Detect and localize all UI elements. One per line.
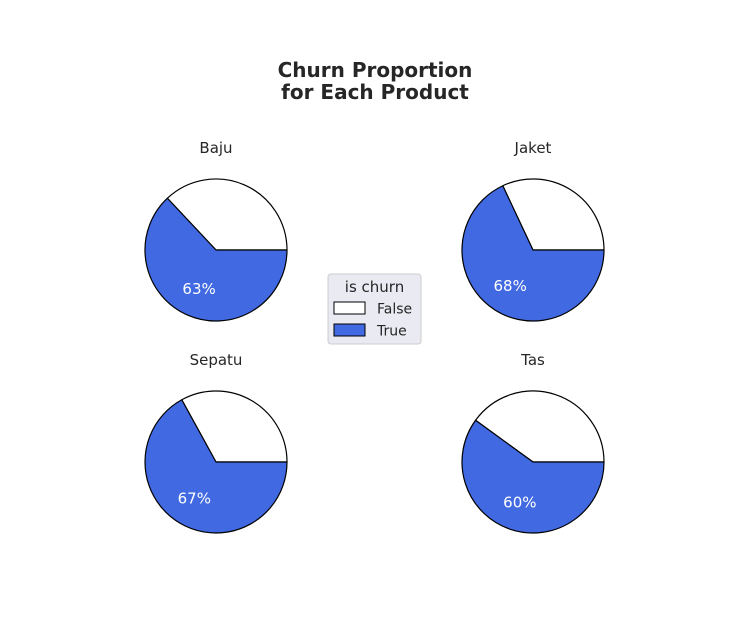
- slice-false: [474, 390, 605, 463]
- slice-label-true: 68%: [494, 277, 527, 295]
- slice-false: [502, 178, 605, 251]
- slice-false: [181, 390, 288, 463]
- pie-sepatu: Sepatu 67%: [144, 351, 288, 534]
- pie-title: Sepatu: [190, 351, 243, 369]
- slice-label-true: 60%: [503, 494, 536, 512]
- pie-baju: Baju 63%: [144, 139, 288, 322]
- slice-label-true: 67%: [178, 490, 211, 508]
- slice-true: [461, 419, 605, 534]
- slice-true: [461, 185, 605, 322]
- pie-tas: Tas 60%: [461, 351, 605, 534]
- pie-jaket: Jaket 68%: [461, 139, 605, 322]
- legend-label-true: True: [376, 324, 407, 340]
- legend-swatch-true: [333, 323, 366, 337]
- slice-true: [144, 399, 288, 534]
- slice-true: [144, 197, 288, 322]
- legend-swatch-false: [333, 301, 366, 315]
- slice-label-true: 63%: [182, 280, 215, 298]
- chart-title-line-1: Churn Proportion: [278, 58, 473, 82]
- pie-title: Tas: [520, 351, 545, 369]
- slice-false: [166, 178, 288, 251]
- legend-title: is churn: [345, 278, 404, 296]
- legend: is churn False True: [327, 273, 422, 345]
- pie-grid: Baju 63% Jaket 68% Sepatu 67% Tas 60%: [144, 139, 605, 534]
- chart-title-line-2: for Each Product: [281, 80, 469, 104]
- legend-label-false: False: [377, 302, 412, 318]
- pie-title: Baju: [199, 139, 232, 157]
- pie-title: Jaket: [514, 139, 552, 157]
